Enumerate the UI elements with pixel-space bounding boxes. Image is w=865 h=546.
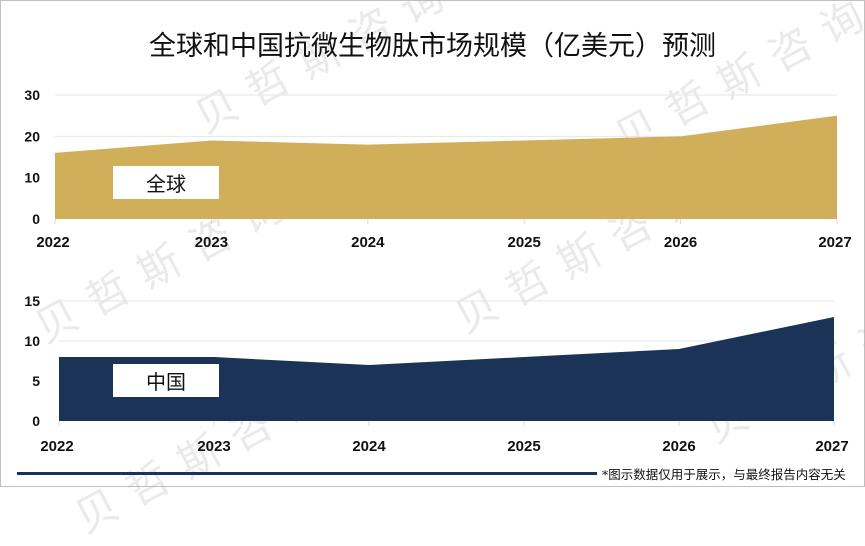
global-area-chart: 0 10 20 30 2022 2023 2024 2025 2026 2027 <box>24 87 851 251</box>
chart-title: 全球和中国抗微生物肽市场规模（亿美元）预测 <box>149 31 716 62</box>
y-tick-label: 5 <box>32 373 40 389</box>
y-tick-label: 0 <box>32 413 40 429</box>
x-tick-label: 2024 <box>352 438 386 455</box>
y-tick-label: 0 <box>32 211 40 227</box>
disclaimer-footnote: *图示数据仅用于展示，与最终报告内容无关 <box>602 467 846 482</box>
y-tick-label: 10 <box>24 170 40 186</box>
y-tick-label: 15 <box>24 293 40 309</box>
x-tick-label: 2026 <box>664 234 697 251</box>
china-series-label: 中国 <box>113 364 219 397</box>
y-axis-ticks: 0 5 10 15 <box>24 293 40 429</box>
global-series-label: 全球 <box>113 166 219 199</box>
x-tick-label: 2026 <box>662 438 695 455</box>
y-tick-label: 30 <box>24 87 40 103</box>
x-tick-label: 2022 <box>40 438 73 455</box>
china-area-series <box>59 317 834 421</box>
global-area-series <box>55 115 837 219</box>
x-tick-label: 2025 <box>507 438 540 455</box>
x-tick-label: 2025 <box>508 234 541 251</box>
y-tick-label: 20 <box>24 128 40 144</box>
x-tick-label: 2023 <box>195 234 228 251</box>
x-tick-label: 2023 <box>197 438 230 455</box>
footer-divider <box>17 472 597 475</box>
y-tick-label: 10 <box>24 333 40 349</box>
x-tick-label: 2027 <box>818 234 851 251</box>
x-tick-label: 2024 <box>351 234 385 251</box>
y-axis-ticks: 0 10 20 30 <box>24 87 40 227</box>
x-axis-ticks: 2022 2023 2024 2025 2026 2027 <box>40 438 848 455</box>
x-axis-ticks: 2022 2023 2024 2025 2026 2027 <box>36 234 851 251</box>
x-tick-label: 2027 <box>815 438 848 455</box>
x-tick-label: 2022 <box>36 234 69 251</box>
